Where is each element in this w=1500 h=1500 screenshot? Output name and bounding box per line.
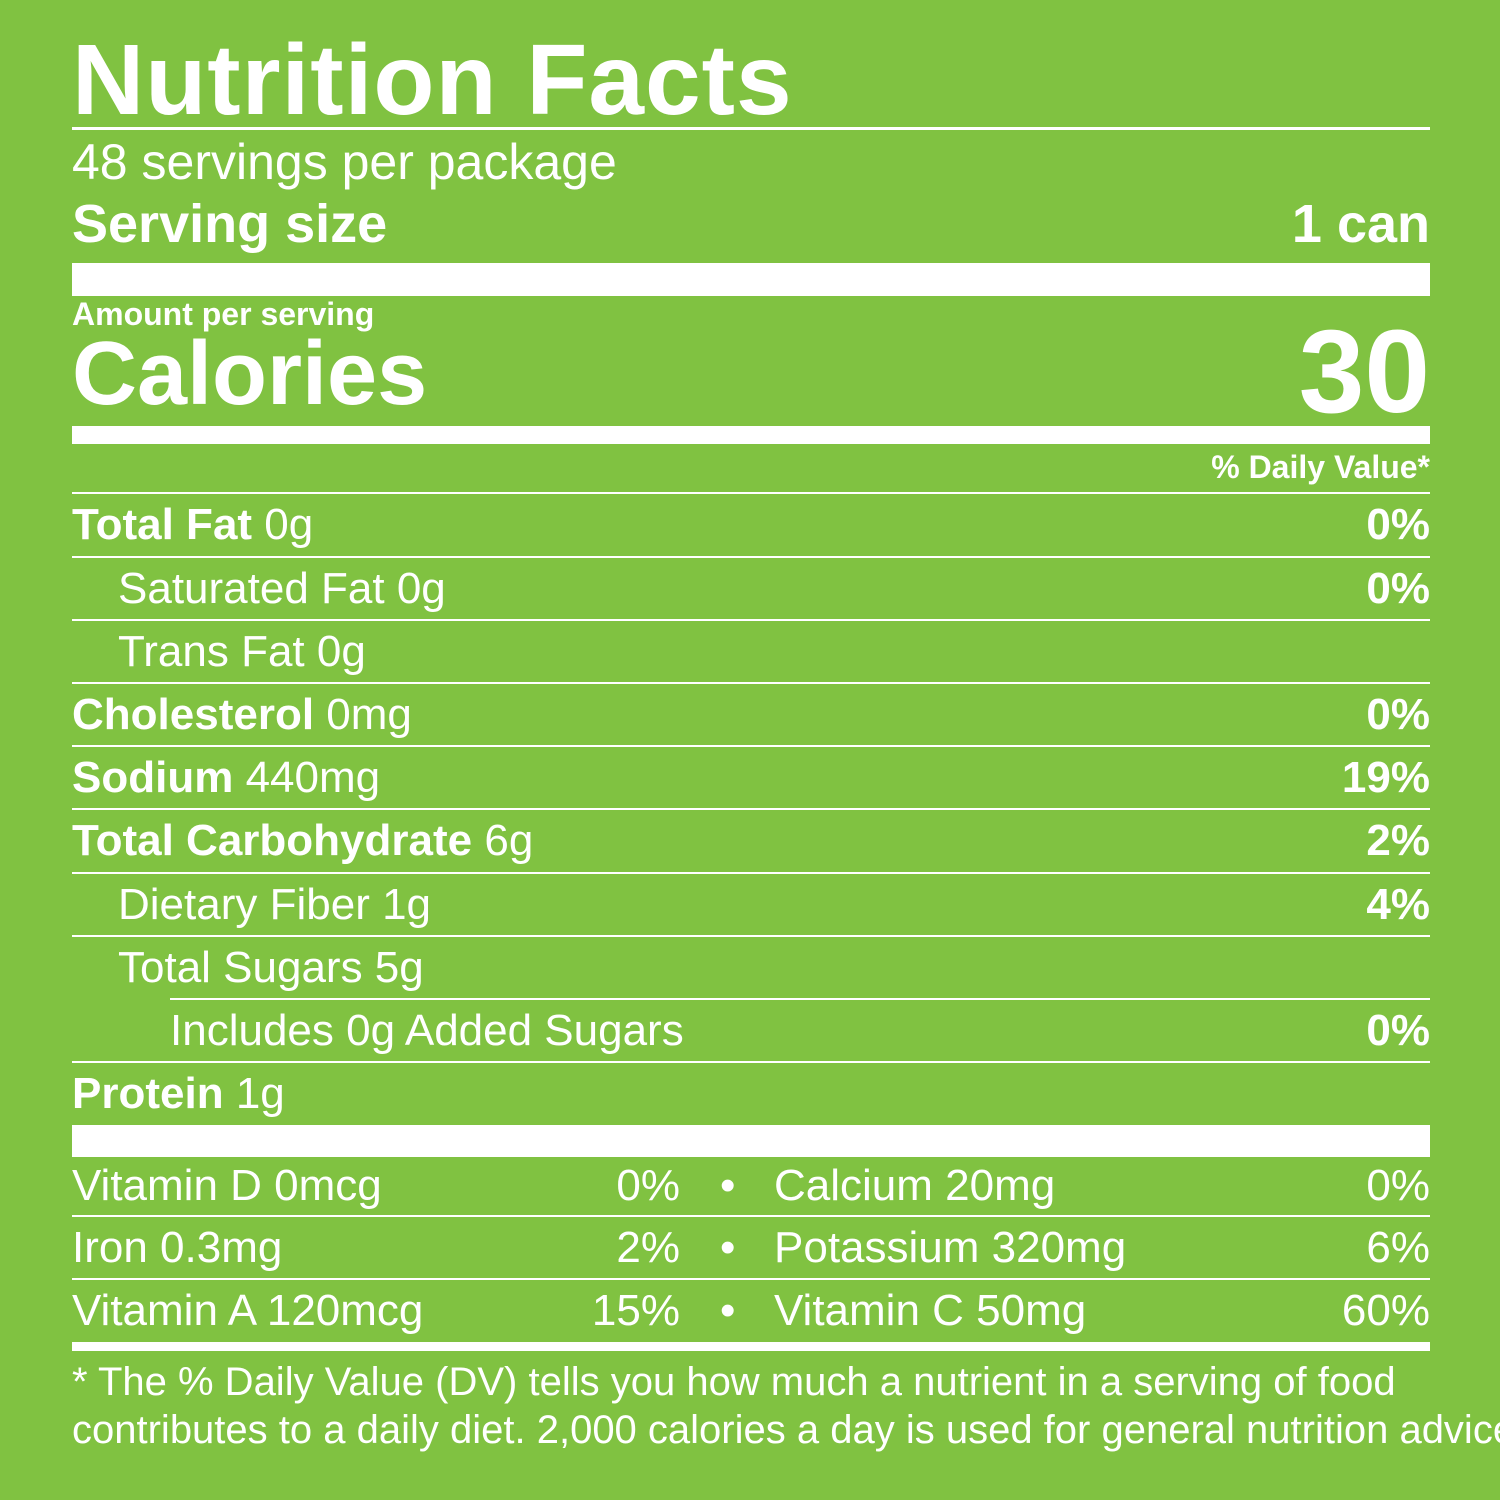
bullet-separator: • [720,1223,736,1272]
bullet-separator: • [720,1286,736,1335]
nutrient-dv: 2% [1366,816,1430,865]
vitamin-row: Vitamin A 120mcg 15% • Vitamin C 50mg 60… [72,1280,1430,1342]
nutrient-name: Cholesterol [72,690,315,739]
nutrient-dv: 4% [1366,880,1430,929]
divider [72,682,1430,684]
nutrient-name: Includes 0g Added Sugars [170,1006,684,1055]
nutrient-amount: 0g [264,500,314,549]
divider [72,1061,1430,1063]
nutrient-name: Sodium [72,753,234,802]
serving-size-value: 1 can [1291,194,1430,254]
footnote-line: * The % Daily Value (DV) tells you how m… [72,1360,1396,1404]
nutrient-row-total-carbohydrate: Total Carbohydrate 6g 2% [72,810,1430,872]
vitamin-name: Vitamin C 50mg [774,1286,1087,1335]
nutrient-row-dietary-fiber: Dietary Fiber 1g 4% [72,874,1430,936]
nutrient-name: Dietary Fiber 1g [118,880,432,929]
divider [72,127,1430,130]
nutrient-dv: 19% [1341,753,1430,802]
nutrient-row-total-fat: Total Fat 0g 0% [72,494,1430,556]
nutrient-dv: 0% [1366,500,1430,549]
nutrient-name: Total Sugars 5g [118,943,424,992]
nutrient-amount: 0mg [326,690,412,739]
nutrient-dv: 0% [1366,690,1430,739]
footnote-line: contributes to a daily diet. 2,000 calor… [72,1408,1500,1452]
vitamin-row: Iron 0.3mg 2% • Potassium 320mg 6% [72,1217,1430,1279]
amount-per-serving: Amount per serving [72,296,375,332]
nutrient-row-added-sugars: Includes 0g Added Sugars 0% [72,1000,1430,1062]
divider [72,1278,1430,1280]
bullet-separator: • [720,1161,736,1210]
nutrient-amount: 440mg [245,753,381,802]
divider [72,872,1430,874]
nutrient-row-sodium: Sodium 440mg 19% [72,747,1430,809]
medium-divider [72,1342,1430,1351]
vitamin-dv: 60% [1341,1286,1430,1335]
calories-value: 30 [1298,306,1430,438]
divider [72,935,1430,937]
thick-divider [72,1125,1430,1157]
divider [72,492,1430,494]
nutrient-row-protein: Protein 1g [72,1063,1430,1125]
vitamin-name: Potassium 320mg [774,1223,1127,1272]
calories-row: Calories 30 [72,306,1430,438]
footnote: * The % Daily Value (DV) tells you how m… [72,1358,1500,1454]
daily-value-header: % Daily Value* [1211,449,1430,485]
vitamin-row: Vitamin D 0mcg 0% • Calcium 20mg 0% [72,1155,1430,1217]
vitamin-dv: 2% [616,1223,680,1272]
divider [72,1215,1430,1217]
nutrient-row-cholesterol: Cholesterol 0mg 0% [72,684,1430,746]
serving-size-row: Serving size 1 can [72,194,1430,254]
nutrient-amount: 6g [484,816,534,865]
serving-size-label: Serving size [72,194,388,254]
divider [170,998,1430,1000]
divider [72,745,1430,747]
vitamin-name: Calcium 20mg [774,1161,1056,1210]
medium-divider [72,426,1430,444]
vitamin-name: Vitamin A 120mcg [72,1286,424,1335]
nutrient-row-trans-fat: Trans Fat 0g [72,621,1430,683]
nutrient-name: Protein [72,1069,224,1118]
nutrient-name: Total Carbohydrate [72,816,473,865]
vitamin-dv: 0% [1366,1161,1430,1210]
nutrient-dv: 0% [1366,1006,1430,1055]
nutrient-row-saturated-fat: Saturated Fat 0g 0% [72,558,1430,620]
nutrient-name: Trans Fat 0g [118,627,366,676]
nutrient-name: Saturated Fat 0g [118,564,446,613]
vitamin-dv: 15% [591,1286,680,1335]
servings-per-package: 48 servings per package [72,134,617,190]
vitamin-name: Iron 0.3mg [72,1223,283,1272]
divider [72,556,1430,558]
nutrient-name: Total Fat [72,500,253,549]
vitamin-name: Vitamin D 0mcg [72,1161,382,1210]
vitamin-dv: 0% [616,1161,680,1210]
nutrient-row-total-sugars: Total Sugars 5g [72,937,1430,999]
divider [72,619,1430,621]
nutrition-facts-label: Nutrition Facts 48 servings per package … [72,0,1500,1500]
label-title: Nutrition Facts [72,24,793,136]
nutrient-amount: 1g [235,1069,285,1118]
divider [72,808,1430,810]
calories-label: Calories [72,324,428,424]
vitamin-dv: 6% [1366,1223,1430,1272]
thick-divider [72,263,1430,296]
nutrient-dv: 0% [1366,564,1430,613]
